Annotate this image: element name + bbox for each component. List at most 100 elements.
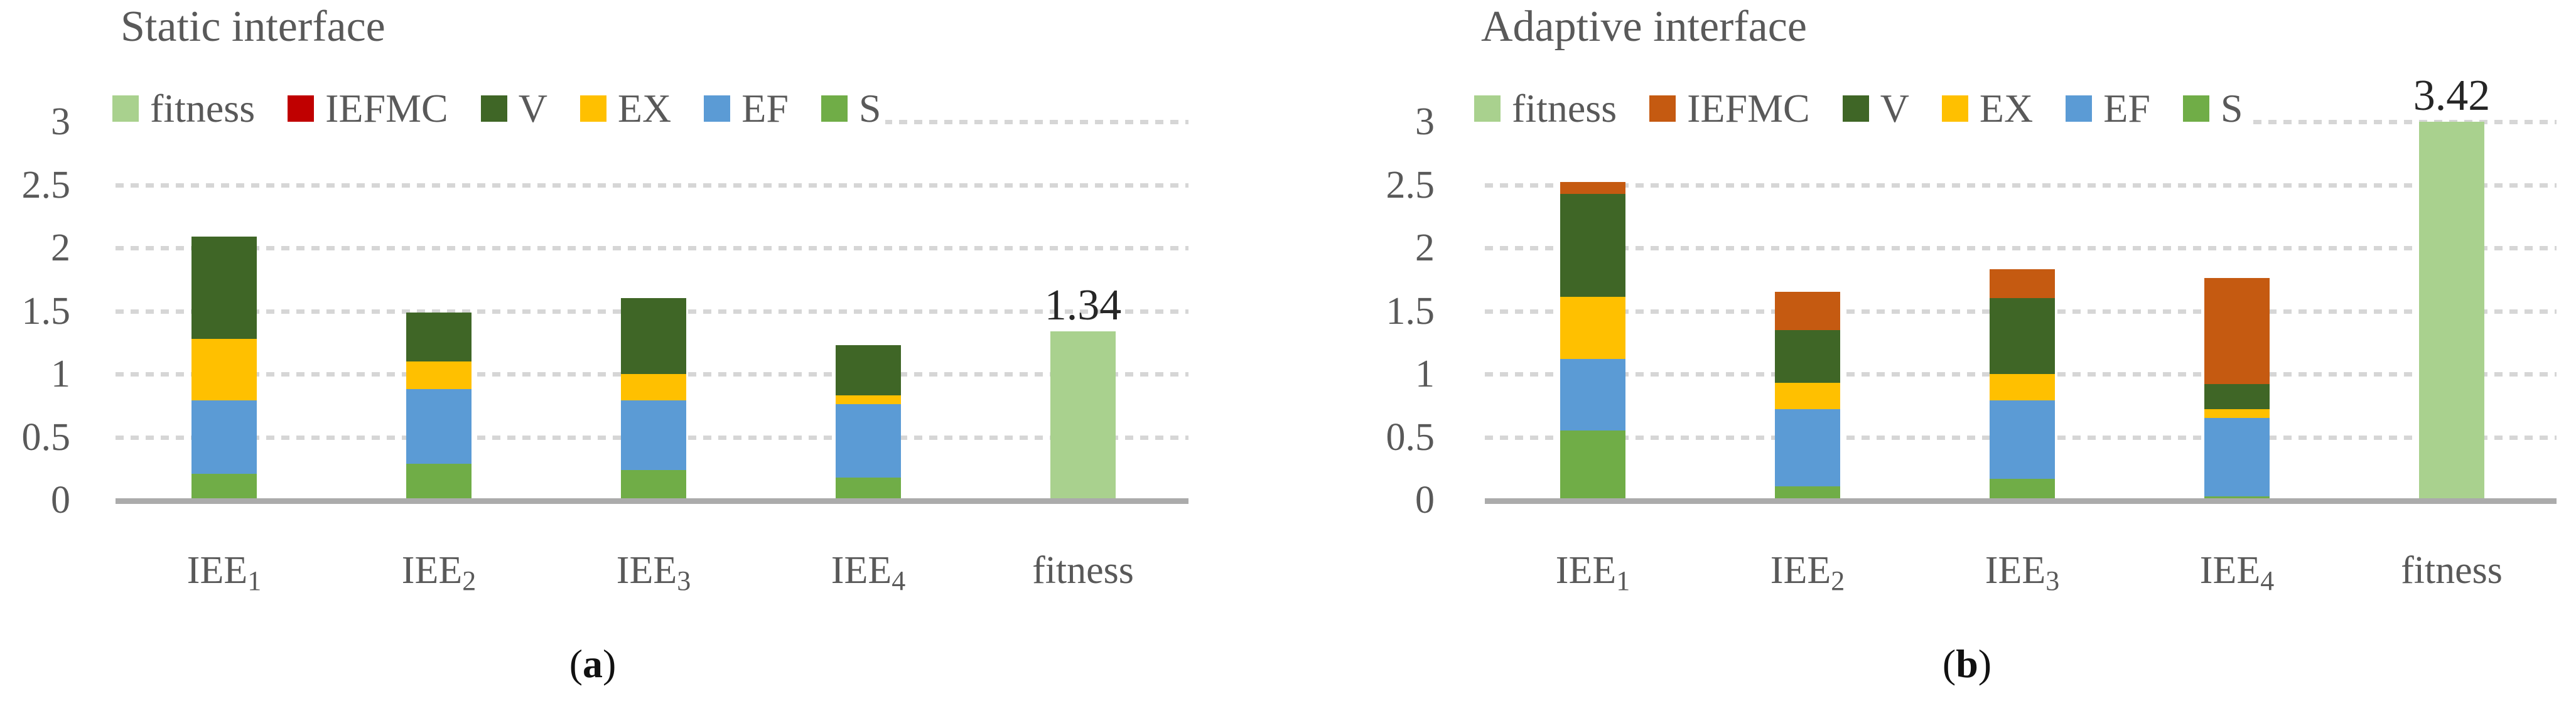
bar-segment-iee2-s [1775, 486, 1840, 500]
bar-segment-iee4-v [2204, 384, 2270, 410]
legend-swatch-ex-icon [1941, 95, 1968, 122]
legend-label: EF [2103, 86, 2150, 131]
legend-swatch-s-icon [821, 95, 848, 122]
bar-segment-iee4-ef [836, 404, 901, 478]
category-label-iee3: IEE3 [616, 549, 691, 596]
bar-segment-iee2-v [1775, 329, 1840, 383]
legend-label: EF [741, 86, 789, 131]
bar-segment-iee3-v [1990, 298, 2055, 374]
legend-label: IEFMC [1687, 86, 1810, 131]
legend-label: EX [1979, 86, 2034, 131]
bar-segment-iee4-s [836, 477, 901, 500]
y-axis-tick-label: 1.5 [1386, 289, 1435, 333]
legend-item-v: V [1842, 86, 1909, 131]
bar-segment-iee2-ef [1775, 409, 1840, 486]
caption-paren: ( [1942, 641, 1956, 686]
legend-swatch-ef-icon [2066, 95, 2093, 122]
caption-paren: ( [569, 641, 583, 686]
y-axis-tick-label: 1 [1415, 353, 1435, 395]
y-axis-tick-label: 3 [51, 100, 70, 143]
bar-segment-iee1-ex [191, 338, 257, 401]
legend-item-iefmc: IEFMC [288, 88, 448, 129]
category-label-iee4: IEE4 [831, 549, 906, 596]
chart-title: Static interface [121, 3, 385, 51]
category-label-iee2: IEE2 [401, 549, 477, 596]
legend-item-fitness: fitness [112, 88, 255, 129]
caption-letter: b [1956, 641, 1978, 686]
legend-item-fitness: fitness [1474, 88, 1617, 129]
chart-panel-a: Static interface fitness IEFMC V EX EF S 3 2.5… [0, 0, 1287, 706]
bar-segment-iee1-v [191, 236, 257, 339]
bar-segment-iee4-ef [2204, 418, 2270, 496]
bar-segment-iee1-ex [1560, 297, 1625, 359]
legend-swatch-v-icon [1842, 95, 1869, 122]
bar-segment-iee1-s [191, 473, 257, 500]
bar-segment-iee3-iefmc [1990, 269, 2055, 299]
legend-item-s: S [821, 88, 881, 129]
y-axis-tick-label: 0 [1415, 479, 1435, 521]
bar-segment-iee2-s [406, 463, 472, 500]
y-axis-tick-label: 0 [51, 479, 70, 521]
y-axis-tick-label: 2.5 [21, 163, 71, 206]
bar-data-label: 1.34 [1044, 281, 1122, 329]
bar-segment-iee1-iefmc [1560, 182, 1625, 194]
y-axis-tick-label: 2 [51, 227, 70, 269]
x-axis-line [1485, 498, 2557, 504]
y-axis-tick-label: 3 [1415, 100, 1435, 143]
legend-label: EX [617, 86, 672, 131]
legend-swatch-iefmc-icon [288, 95, 315, 122]
category-label-iee2: IEE2 [1770, 549, 1845, 596]
bar-segment-iee3-v [621, 298, 686, 374]
legend: fitness IEFMC V EX EF S [112, 88, 885, 129]
legend-item-ef: EF [704, 88, 789, 129]
chart-panel-b: Adaptive interface fitness IEFMC V EX EF S 3 2… [1287, 0, 2576, 706]
y-axis-tick-label: 0.5 [21, 415, 71, 459]
y-axis-tick-label: 2.5 [1386, 163, 1435, 206]
y-axis-tick-label: 1.5 [21, 289, 71, 333]
bar-segment-iee1-ef [1560, 358, 1625, 431]
bar-segment-iee2-ex [406, 361, 472, 390]
bar-segment-iee3-s [1990, 478, 2055, 500]
subfigure-caption-a: (a) [569, 644, 617, 684]
legend-label: V [518, 86, 547, 131]
bar-segment-iee4-ex [836, 395, 901, 405]
category-label-fitness: fitness [1032, 549, 1134, 592]
legend-swatch-fitness-icon [112, 95, 139, 122]
legend-swatch-ef-icon [704, 95, 731, 122]
legend-item-v: V [480, 86, 547, 131]
legend-label: V [1880, 86, 1909, 131]
gridline-y-2 [116, 246, 1188, 250]
legend: fitness IEFMC V EX EF S [1474, 88, 2247, 129]
caption-paren: ) [603, 641, 617, 686]
bar-segment-iee4-s [2204, 496, 2270, 500]
gridline-y-2.5 [116, 183, 1188, 188]
category-label-iee1: IEE1 [1555, 549, 1630, 596]
legend-label: IEFMC [325, 86, 448, 131]
bar-segment-iee3-ex [1990, 374, 2055, 401]
legend-item-s: S [2182, 86, 2243, 131]
legend-label: S [858, 86, 881, 131]
category-label-iee1: IEE1 [186, 549, 262, 596]
chart-title: Adaptive interface [1481, 3, 1807, 51]
legend-swatch-ex-icon [579, 95, 606, 122]
bar-segment-iee3-ef [621, 400, 686, 470]
bar-segment-iee3-ex [621, 374, 686, 401]
legend-item-iefmc: IEFMC [1649, 88, 1810, 129]
bar-data-label: 3.42 [2413, 72, 2491, 120]
legend-item-ex: EX [1941, 86, 2034, 131]
category-label-fitness: fitness [2401, 549, 2503, 592]
gridline-y-2 [1485, 246, 2557, 250]
legend-swatch-fitness-icon [1474, 95, 1501, 122]
legend-item-ex: EX [579, 86, 672, 131]
legend-swatch-s-icon [2182, 95, 2209, 122]
y-axis-tick-label: 1 [51, 353, 70, 395]
bar-segment-fitness-fitness [1050, 331, 1116, 500]
legend-item-ef: EF [2066, 88, 2150, 129]
legend-label: fitness [150, 86, 256, 131]
category-label-iee3: IEE3 [1985, 549, 2060, 596]
legend-label: S [2220, 86, 2243, 131]
bar-segment-iee2-ex [1775, 383, 1840, 410]
bar-segment-iee1-v [1560, 193, 1625, 297]
bar-segment-iee1-s [1560, 431, 1625, 500]
